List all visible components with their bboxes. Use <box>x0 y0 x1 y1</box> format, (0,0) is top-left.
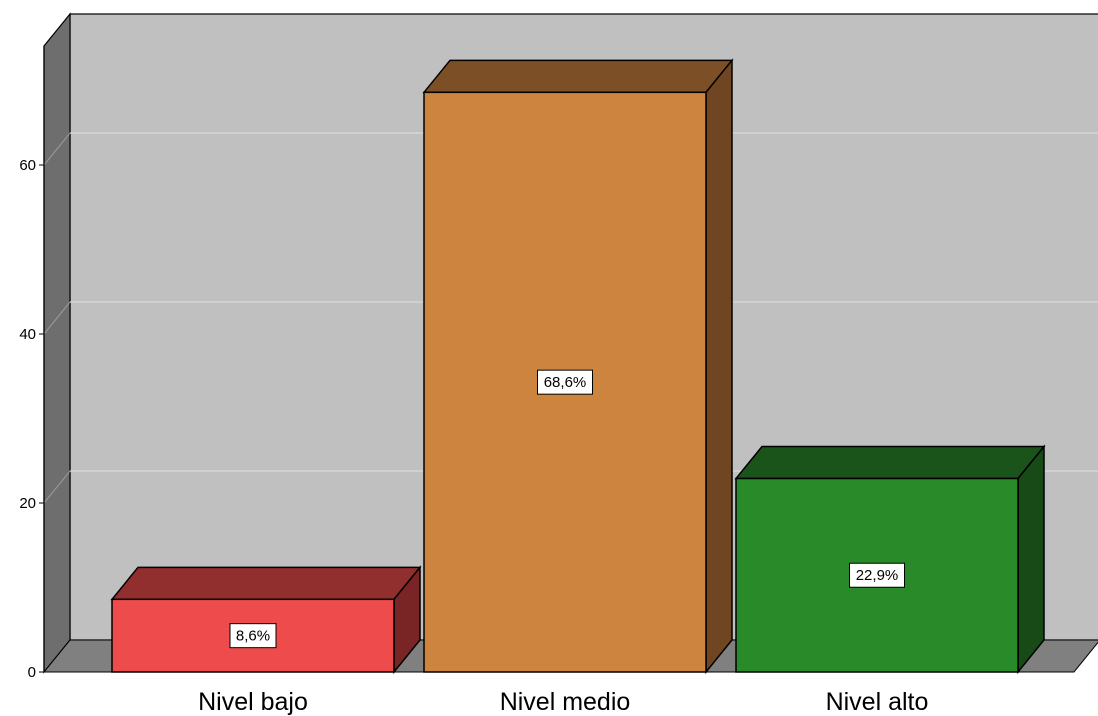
data-label-box <box>849 562 905 588</box>
x-tick-label: Nivel medio <box>500 688 631 716</box>
data-label: 22,9% <box>856 567 899 584</box>
x-tick-label: Nivel alto <box>826 688 929 716</box>
y-tick-label: 40 <box>19 326 36 343</box>
x-tick-label: Nivel bajo <box>198 688 308 716</box>
y-tick-label: 0 <box>28 664 36 681</box>
bar-top <box>422 59 734 94</box>
data-label-box <box>229 623 277 649</box>
bar-side <box>705 58 733 675</box>
gridline-side <box>43 301 71 335</box>
bar-top <box>734 445 1046 480</box>
y-axis: 0 20 40 60 <box>19 46 45 681</box>
y-tick-label: 60 <box>19 157 36 174</box>
bar-group: 68,6% <box>422 58 734 675</box>
y-tick-label: 20 <box>19 495 36 512</box>
gridline-side <box>43 470 71 504</box>
data-label: 8,6% <box>236 628 270 645</box>
side-wall <box>43 12 71 674</box>
gridline-side <box>43 132 71 166</box>
bar-side <box>1017 444 1045 675</box>
data-label: 68,6% <box>544 374 587 391</box>
data-label-box <box>537 369 593 395</box>
bar-group: 22,9% <box>734 444 1046 675</box>
bar-group: 8,6% <box>110 565 422 675</box>
x-axis: Nivel bajo Nivel medio Nivel alto <box>198 688 928 716</box>
bar-top <box>110 566 422 601</box>
bars: 8,6% 68,6% 22,9% <box>110 58 1046 675</box>
